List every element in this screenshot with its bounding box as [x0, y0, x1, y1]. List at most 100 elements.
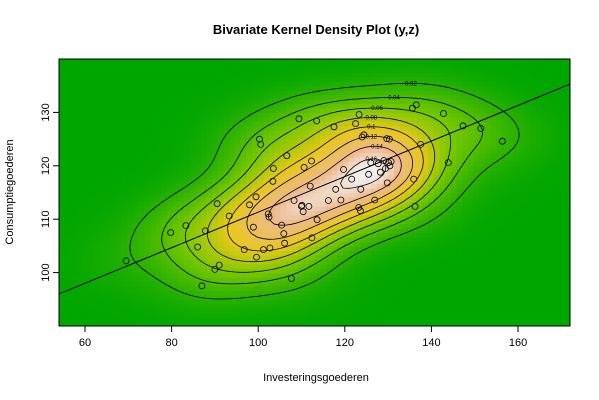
heatmap-cell: [252, 201, 259, 207]
heatmap-cell: [507, 250, 514, 256]
heatmap-cell: [359, 219, 367, 225]
heatmap-cell: [513, 99, 520, 105]
heatmap-cell: [149, 294, 157, 300]
heatmap-cell: [416, 268, 423, 274]
heatmap-cell: [138, 219, 145, 225]
heatmap-cell: [59, 219, 66, 225]
heatmap-cell: [303, 259, 310, 265]
heatmap-cell: [280, 294, 287, 300]
heatmap-cell: [371, 228, 378, 234]
heatmap-cell: [59, 94, 66, 100]
heatmap-cell: [507, 103, 514, 109]
heatmap-cell: [462, 81, 469, 87]
heatmap-cell: [365, 303, 372, 309]
heatmap-cell: [354, 130, 361, 136]
heatmap-cell: [325, 281, 333, 287]
heatmap-cell: [189, 196, 196, 202]
heatmap-cell: [70, 294, 77, 300]
heatmap-cell: [144, 90, 151, 96]
heatmap-cell: [501, 121, 509, 127]
heatmap-cell: [411, 148, 418, 154]
heatmap-cell: [416, 219, 423, 225]
heatmap-cell: [286, 116, 293, 122]
heatmap-cell: [354, 232, 361, 238]
heatmap-cell: [229, 174, 236, 180]
heatmap-cell: [235, 294, 242, 300]
heatmap-cell: [64, 237, 71, 243]
heatmap-cell: [81, 321, 88, 326]
heatmap-cell: [206, 85, 213, 91]
heatmap-cell: [183, 317, 191, 323]
heatmap-cell: [325, 107, 333, 113]
heatmap-cell: [70, 245, 77, 251]
heatmap-cell: [183, 268, 191, 274]
heatmap-cell: [467, 81, 475, 87]
heatmap-cell: [518, 192, 526, 198]
heatmap-cell: [138, 285, 145, 291]
heatmap-cell: [240, 148, 247, 154]
heatmap-cell: [535, 263, 543, 269]
heatmap-cell: [212, 214, 219, 220]
heatmap-cell: [297, 245, 304, 251]
heatmap-cell: [104, 170, 111, 176]
heatmap-cell: [490, 116, 497, 122]
heatmap-cell: [110, 277, 117, 283]
heatmap-cell: [240, 277, 247, 283]
heatmap-cell: [479, 299, 486, 305]
heatmap-cell: [445, 223, 452, 229]
heatmap-cell: [354, 219, 361, 225]
heatmap-cell: [530, 219, 537, 225]
heatmap-cell: [104, 121, 111, 127]
heatmap-cell: [422, 148, 429, 154]
heatmap-cell: [223, 90, 230, 96]
heatmap-cell: [110, 103, 117, 109]
heatmap-cell: [172, 139, 179, 145]
heatmap-cell: [200, 268, 208, 274]
heatmap-cell: [121, 210, 128, 216]
heatmap-cell: [507, 210, 514, 216]
heatmap-cell: [456, 90, 463, 96]
heatmap-cell: [110, 205, 117, 211]
heatmap-cell: [450, 214, 458, 220]
heatmap-cell: [104, 174, 111, 180]
heatmap-cell: [541, 152, 548, 158]
heatmap-cell: [178, 183, 185, 189]
heatmap-cell: [314, 179, 321, 185]
heatmap-cell: [183, 156, 191, 162]
heatmap-cell: [484, 121, 492, 127]
heatmap-cell: [115, 281, 123, 287]
heatmap-cell: [456, 165, 463, 171]
heatmap-cell: [552, 90, 560, 96]
heatmap-cell: [524, 174, 531, 180]
heatmap-cell: [257, 219, 264, 225]
heatmap-cell: [291, 152, 299, 158]
heatmap-cell: [484, 232, 492, 238]
heatmap-cell: [240, 183, 247, 189]
heatmap-cell: [206, 174, 213, 180]
heatmap-cell: [257, 214, 264, 220]
heatmap-cell: [98, 192, 106, 198]
heatmap-cell: [252, 272, 259, 278]
heatmap-cell: [320, 272, 327, 278]
heatmap-cell: [263, 85, 270, 91]
heatmap-cell: [183, 290, 191, 296]
heatmap-cell: [252, 152, 259, 158]
heatmap-cell: [235, 76, 242, 82]
heatmap-cell: [252, 308, 259, 314]
heatmap-cell: [87, 112, 94, 118]
heatmap-cell: [149, 183, 157, 189]
heatmap-cell: [223, 317, 230, 323]
heatmap-cell: [274, 263, 282, 269]
heatmap-cell: [535, 107, 543, 113]
heatmap-cell: [161, 232, 168, 238]
heatmap-cell: [445, 250, 452, 256]
heatmap-cell: [371, 312, 378, 318]
heatmap-cell: [507, 107, 514, 113]
heatmap-cell: [348, 223, 355, 229]
heatmap-cell: [535, 116, 543, 122]
heatmap-cell: [552, 317, 560, 323]
heatmap-cell: [507, 90, 514, 96]
heatmap-cell: [365, 285, 372, 291]
heatmap-cell: [200, 245, 208, 251]
heatmap-cell: [331, 232, 338, 238]
